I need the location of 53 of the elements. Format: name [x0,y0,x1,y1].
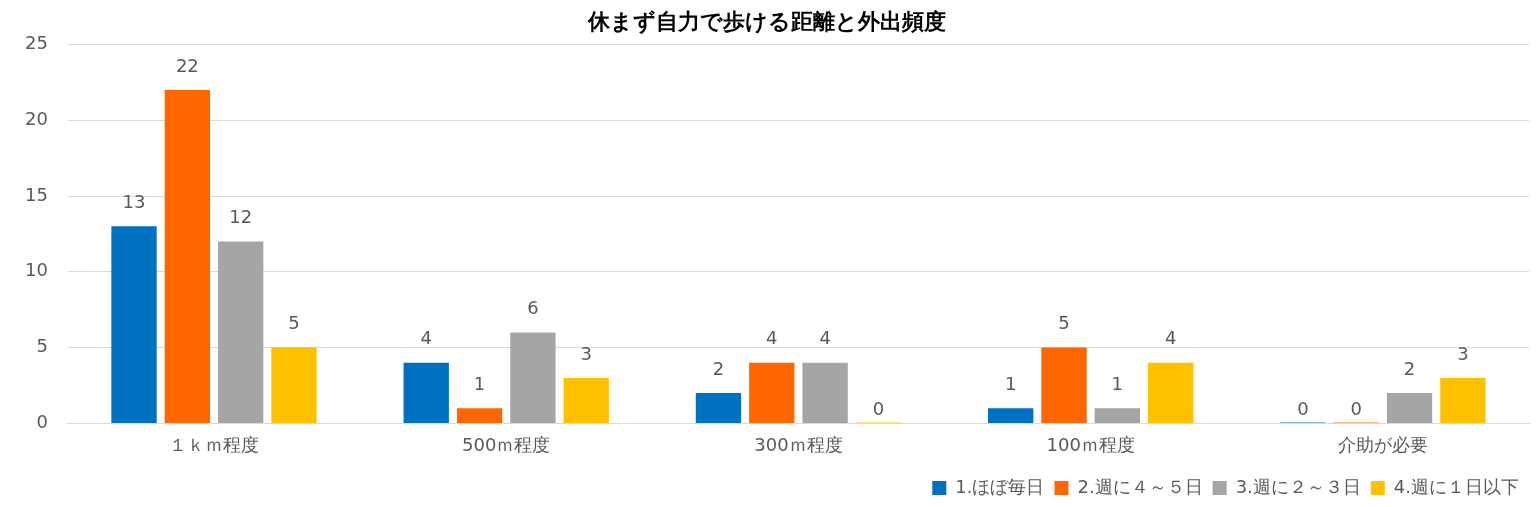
data-label: 1 [1111,372,1124,394]
data-label: 4 [1164,327,1177,349]
bar [1386,393,1433,423]
data-label: 6 [527,297,539,319]
y-tick-label: 20 [25,107,48,129]
chart-title: 休まず自力で歩ける距離と外出頻度 [587,8,946,35]
bar [749,362,795,423]
bar [988,408,1034,423]
bar [510,332,556,423]
legend-label: 2.週に４～５日 [1077,475,1203,497]
data-label: 12 [229,206,253,228]
data-label: 4 [766,327,778,349]
data-label: 5 [1058,312,1070,334]
data-label: 3 [1457,342,1469,364]
data-label: 0 [1350,398,1362,420]
y-tick-label: 15 [25,183,48,205]
x-tick-label: 300ｍ程度 [754,433,843,455]
bar [403,362,449,423]
data-label: 5 [288,312,300,334]
data-label: 4 [420,327,432,349]
bar [695,393,742,423]
bar [563,377,609,423]
bar [111,226,157,423]
bar [1094,408,1140,423]
y-tick-label: 10 [25,259,48,281]
bar [218,241,264,423]
data-label: 2 [1403,357,1416,379]
data-label: 2 [712,357,725,379]
legend-label: 3.週に２～３日 [1235,475,1361,497]
data-label: 3 [580,342,592,364]
legend-label: 1.ほぼ毎日 [955,475,1045,497]
x-tick-label: 介助が必要 [1337,433,1428,455]
data-label: 1 [1004,372,1017,394]
bar [1041,347,1087,423]
bar [271,347,317,423]
bar [802,362,848,423]
data-label: 4 [819,327,831,349]
y-tick-label: 0 [36,411,48,433]
bar [1440,377,1486,423]
y-tick-label: 25 [25,32,48,54]
bar [456,408,503,423]
x-tick-label: 100ｍ程度 [1046,433,1135,455]
data-label: 0 [1297,398,1309,420]
y-tick-label: 5 [36,335,48,357]
data-label: 0 [872,398,885,420]
data-label: 1 [473,372,486,394]
data-label: 13 [122,190,146,212]
x-tick-label: １ｋｍ程度 [169,433,260,455]
legend-label: 4.週に１日以下 [1393,475,1520,497]
data-label: 22 [175,54,199,76]
bar [1148,362,1194,423]
x-tick-label: 500ｍ程度 [462,433,551,455]
bar [164,89,211,423]
